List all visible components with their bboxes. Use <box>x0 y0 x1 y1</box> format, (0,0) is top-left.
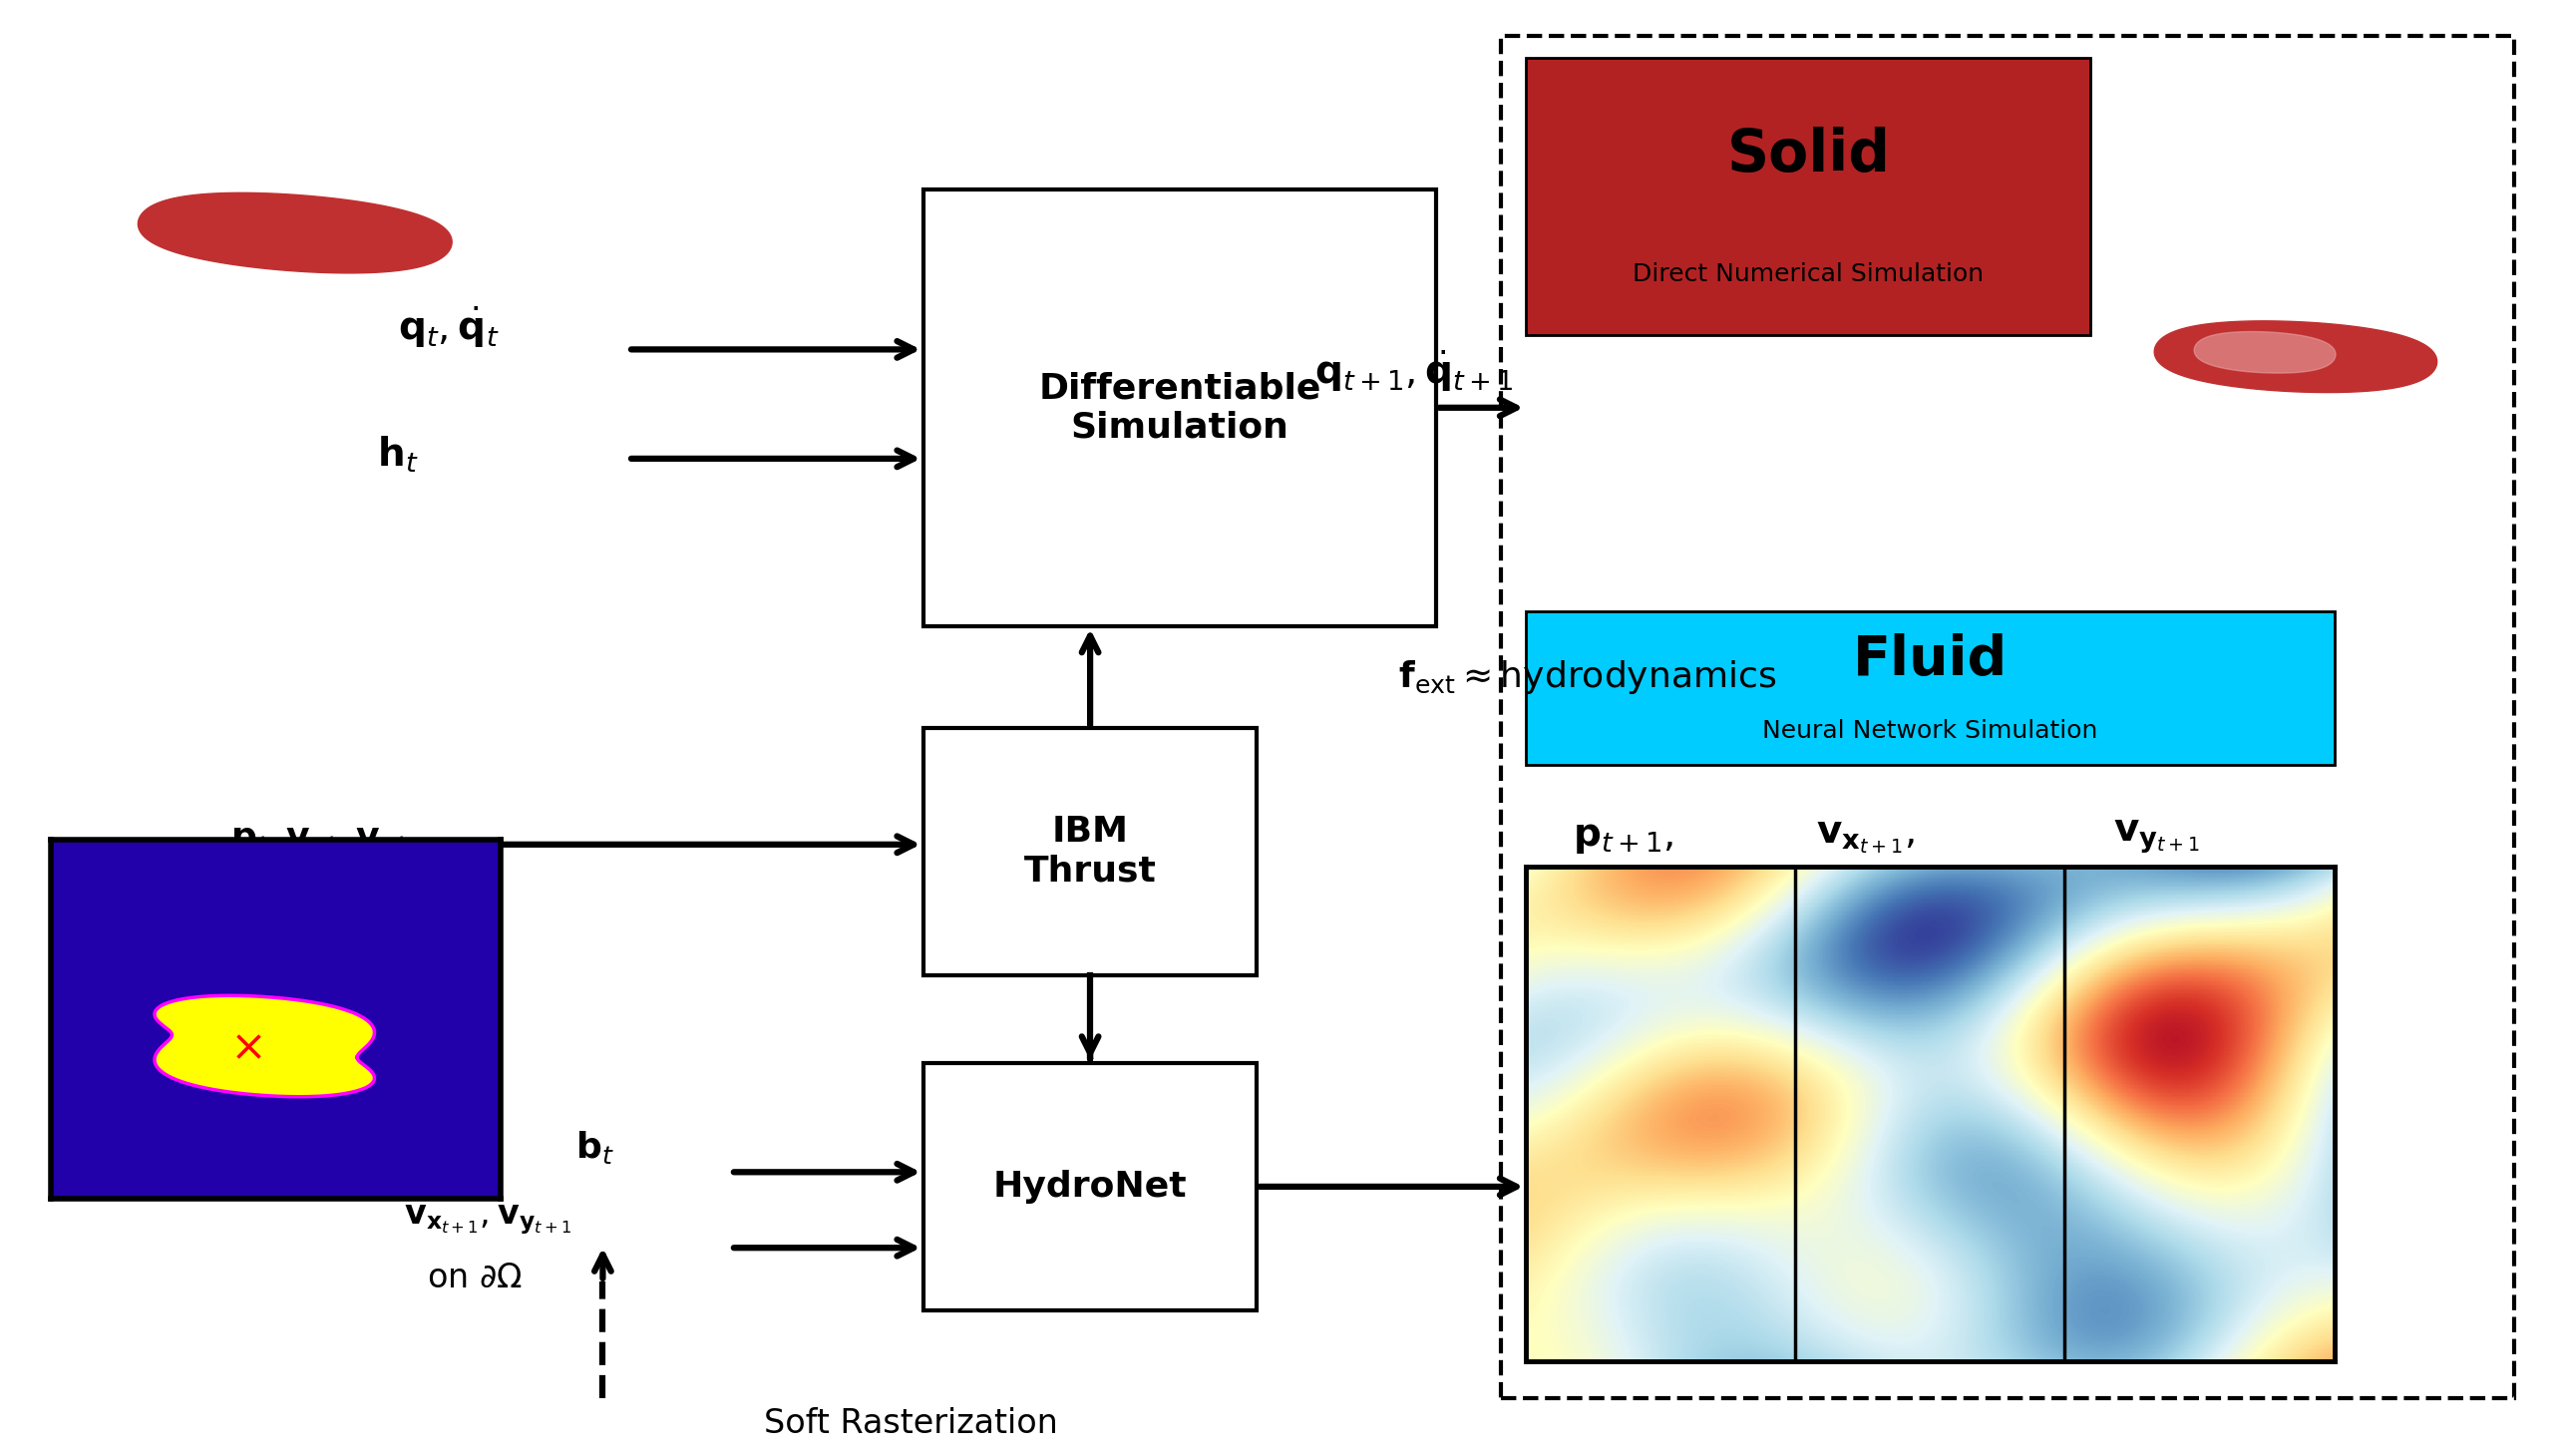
Bar <box>923 1063 1257 1310</box>
Text: Fluid: Fluid <box>1852 633 2008 687</box>
Text: Neural Network Simulation: Neural Network Simulation <box>1762 719 2098 743</box>
Text: Differentiable
Simulation: Differentiable Simulation <box>1039 371 1321 444</box>
Bar <box>923 728 1257 976</box>
Polygon shape <box>154 996 374 1096</box>
Text: Direct Numerical Simulation: Direct Numerical Simulation <box>1634 262 1983 285</box>
Text: $\mathbf{v}_{\mathbf{y}_{t+1}}$: $\mathbf{v}_{\mathbf{y}_{t+1}}$ <box>2114 818 2201 856</box>
Text: $\mathbf{q}_t, \dot{\mathbf{q}}_t$: $\mathbf{q}_t, \dot{\mathbf{q}}_t$ <box>398 304 500 351</box>
Bar <box>1501 36 2514 1398</box>
Text: $\mathbf{p}_{t+1},$: $\mathbf{p}_{t+1},$ <box>1572 818 1672 856</box>
Polygon shape <box>2155 320 2437 393</box>
Bar <box>1526 58 2090 335</box>
Bar <box>1526 612 2334 764</box>
Text: $\mathbf{h}_t$: $\mathbf{h}_t$ <box>377 434 418 475</box>
Polygon shape <box>2193 332 2337 373</box>
Bar <box>923 189 1436 626</box>
Polygon shape <box>139 192 451 274</box>
Text: $\mathbf{v}_{\mathbf{x}_{t+1}},$: $\mathbf{v}_{\mathbf{x}_{t+1}},$ <box>1816 818 1916 856</box>
Text: on $\partial\Omega$: on $\partial\Omega$ <box>426 1262 523 1294</box>
Text: $\mathbf{b}_t$: $\mathbf{b}_t$ <box>575 1128 616 1166</box>
Text: Solid: Solid <box>1726 127 1890 183</box>
Text: $\mathbf{f}_{\mathrm{ext}} \approx \mathrm{hydrodynamics}$: $\mathbf{f}_{\mathrm{ext}} \approx \math… <box>1398 658 1778 696</box>
Text: IBM
Thrust: IBM Thrust <box>1023 815 1157 888</box>
Text: Soft Rasterization: Soft Rasterization <box>764 1408 1057 1440</box>
Text: $\mathbf{v}_{\mathbf{x}_{t+1}}, \mathbf{v}_{\mathbf{y}_{t+1}}$: $\mathbf{v}_{\mathbf{x}_{t+1}}, \mathbf{… <box>403 1203 572 1238</box>
Text: HydroNet: HydroNet <box>993 1169 1188 1204</box>
Text: $\partial\Omega$: $\partial\Omega$ <box>180 1153 236 1195</box>
Text: $\mathbf{q}_{t+1}, \dot{\mathbf{q}}_{t+1}$: $\mathbf{q}_{t+1}, \dot{\mathbf{q}}_{t+1… <box>1313 348 1513 395</box>
Text: $\mathbf{p}_t, \mathbf{v}_{\mathbf{x}t}, \mathbf{v}_{\mathbf{y}t}$: $\mathbf{p}_t, \mathbf{v}_{\mathbf{x}t},… <box>231 827 408 862</box>
